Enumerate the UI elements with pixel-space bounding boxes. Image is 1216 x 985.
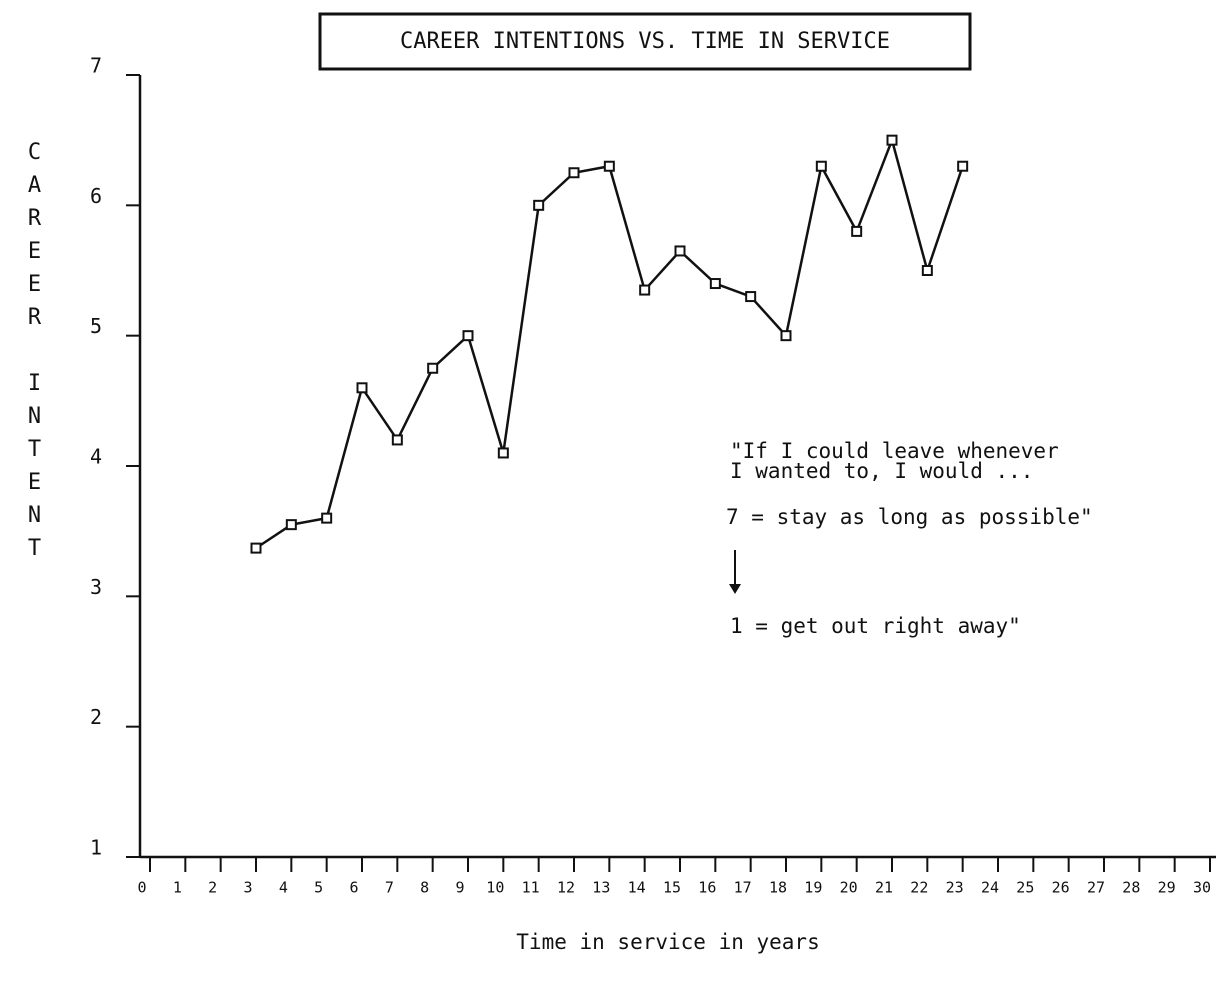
x-tick-label: 8	[420, 879, 429, 897]
x-tick-label: 15	[663, 879, 681, 897]
data-point	[815, 160, 827, 172]
data-point	[745, 291, 757, 303]
arrow-head	[729, 584, 741, 594]
data-point	[356, 382, 368, 394]
y-tick-label: 2	[90, 705, 102, 729]
y-tick-label: 1	[90, 836, 102, 860]
data-point	[427, 362, 439, 374]
y-tick-label: 6	[90, 184, 102, 208]
x-tick-label: 11	[522, 879, 540, 897]
data-point	[780, 330, 792, 342]
x-tick-label: 26	[1052, 879, 1070, 897]
data-point	[285, 519, 297, 531]
x-tick-label: 4	[279, 879, 288, 897]
chart-title: CAREER INTENTIONS VS. TIME IN SERVICE	[400, 29, 890, 54]
data-point	[709, 278, 721, 290]
x-tick-label: 17	[734, 879, 752, 897]
data-point	[674, 245, 686, 257]
y-axis-label: CAREER INTENT	[22, 140, 47, 569]
annotation: I wanted to, I would ...	[730, 459, 1033, 483]
x-tick-label: 7	[385, 879, 394, 897]
x-tick-label: 25	[1016, 879, 1034, 897]
data-point	[639, 284, 651, 296]
x-tick-label: 1	[173, 879, 182, 897]
x-tick-label: 16	[698, 879, 716, 897]
x-tick-label: 24	[981, 879, 999, 897]
data-point	[321, 512, 333, 524]
x-tick-label: 0	[137, 879, 146, 897]
x-tick-label: 30	[1193, 879, 1211, 897]
data-point	[533, 199, 545, 211]
data-point	[603, 160, 615, 172]
x-tick-label: 2	[208, 879, 217, 897]
x-tick-label: 14	[628, 879, 646, 897]
x-tick-label: 22	[910, 879, 928, 897]
y-tick-label: 7	[90, 54, 102, 78]
x-tick-label: 18	[769, 879, 787, 897]
data-point	[391, 434, 403, 446]
x-tick-label: 10	[486, 879, 504, 897]
y-tick-label: 3	[90, 575, 102, 599]
x-tick-label: 5	[314, 879, 323, 897]
x-tick-label: 3	[243, 879, 252, 897]
x-tick-label: 6	[349, 879, 358, 897]
x-tick-label: 28	[1122, 879, 1140, 897]
x-tick-label: 29	[1158, 879, 1176, 897]
x-tick-label: 20	[840, 879, 858, 897]
x-tick-label: 23	[946, 879, 964, 897]
x-tick-label: 13	[592, 879, 610, 897]
title-box	[318, 12, 972, 71]
annotation: 1 = get out right away"	[730, 614, 1021, 638]
data-point	[957, 160, 969, 172]
data-point	[497, 447, 509, 459]
annotation: "If I could leave whenever	[730, 439, 1059, 463]
data-point	[250, 542, 262, 554]
annotation: 7 = stay as long as possible"	[726, 505, 1093, 529]
data-point	[886, 134, 898, 146]
data-point	[851, 225, 863, 237]
x-tick-label: 27	[1087, 879, 1105, 897]
y-tick-label: 5	[90, 314, 102, 338]
x-tick-label: 9	[455, 879, 464, 897]
y-tick-label: 4	[90, 445, 102, 469]
data-point	[568, 167, 580, 179]
data-line	[255, 136, 964, 550]
x-tick-label: 21	[875, 879, 893, 897]
data-point	[462, 330, 474, 342]
x-axis-label: Time in service in years	[516, 930, 819, 954]
x-tick-label: 12	[557, 879, 575, 897]
data-point	[921, 265, 933, 276]
x-tick-label: 19	[804, 879, 822, 897]
